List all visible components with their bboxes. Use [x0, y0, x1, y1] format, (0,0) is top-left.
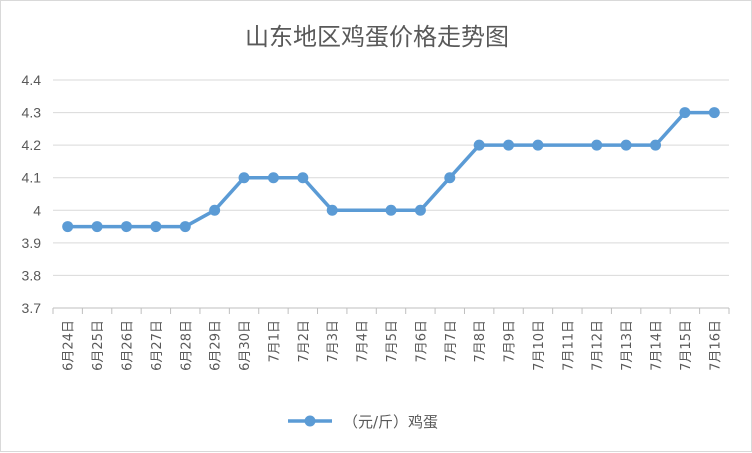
legend: （元/斤）鸡蛋: [288, 413, 438, 431]
data-point: [414, 204, 426, 216]
x-tick-label: 7月6日: [414, 320, 429, 363]
data-point: [679, 107, 691, 119]
grid-lines: [53, 79, 729, 309]
data-point: [708, 107, 720, 119]
series-layer: [62, 107, 720, 233]
data-point: [267, 172, 279, 184]
x-tick-label: 6月27日: [150, 320, 165, 371]
y-axis-ticks: 3.7 3.8 3.9 4 4.1 4.2 4.3 4.4: [22, 72, 42, 316]
chart-title: 山东地区鸡蛋价格走势图: [245, 23, 509, 51]
x-tick-label: 6月30日: [238, 320, 253, 371]
legend-label: （元/斤）鸡蛋: [343, 413, 438, 431]
x-tick-label: 7月15日: [679, 320, 694, 371]
data-point: [297, 172, 309, 184]
data-point: [473, 139, 485, 151]
data-point: [179, 221, 191, 233]
x-tick-label: 6月26日: [120, 320, 135, 371]
x-tick-label: 7月11日: [561, 320, 576, 371]
data-point: [150, 221, 162, 233]
data-point: [503, 139, 515, 151]
x-tick-label: 7月5日: [385, 320, 400, 363]
data-point: [620, 139, 632, 151]
x-tick-label: 7月16日: [708, 320, 723, 371]
x-tick-label: 7月2日: [297, 320, 312, 363]
y-tick-label: 4: [33, 202, 41, 218]
data-point: [209, 204, 221, 216]
x-tick-label: 6月25日: [91, 320, 106, 371]
legend-marker: [304, 415, 316, 427]
x-tick-label: 7月10日: [532, 320, 547, 371]
x-axis-ticks: 6月24日 6月25日 6月26日 6月27日 6月28日 6月29日 6月30日 7月1日 7…: [52, 308, 730, 371]
y-tick-label: 4.4: [22, 72, 42, 88]
x-tick-label: 7月13日: [620, 320, 635, 371]
y-tick-label: 4.2: [22, 137, 42, 153]
x-tick-label: 6月28日: [179, 320, 194, 371]
data-point: [326, 204, 338, 216]
data-point: [650, 139, 662, 151]
y-tick-label: 4.3: [22, 105, 42, 121]
data-point: [385, 204, 397, 216]
data-point: [591, 139, 603, 151]
x-tick-label: 6月29日: [209, 320, 224, 371]
y-tick-label: 3.8: [22, 267, 42, 283]
data-point: [532, 139, 544, 151]
y-tick-label: 3.7: [22, 300, 42, 316]
x-tick-label: 7月8日: [473, 320, 488, 363]
data-point: [238, 172, 250, 184]
x-tick-label: 7月3日: [326, 320, 341, 363]
x-tick-label: 7月9日: [503, 320, 518, 363]
data-point: [120, 221, 132, 233]
x-tick-label: 6月24日: [62, 320, 77, 371]
data-point: [62, 221, 74, 233]
y-tick-label: 3.9: [22, 235, 42, 251]
x-tick-label: 7月14日: [650, 320, 665, 371]
x-tick-label: 7月1日: [267, 320, 282, 363]
x-tick-label: 7月7日: [444, 320, 459, 363]
data-point: [444, 172, 456, 184]
x-tick-label: 7月4日: [356, 320, 371, 363]
x-tick-label: 7月12日: [591, 320, 606, 371]
data-point: [91, 221, 103, 233]
y-tick-label: 4.1: [22, 170, 42, 186]
